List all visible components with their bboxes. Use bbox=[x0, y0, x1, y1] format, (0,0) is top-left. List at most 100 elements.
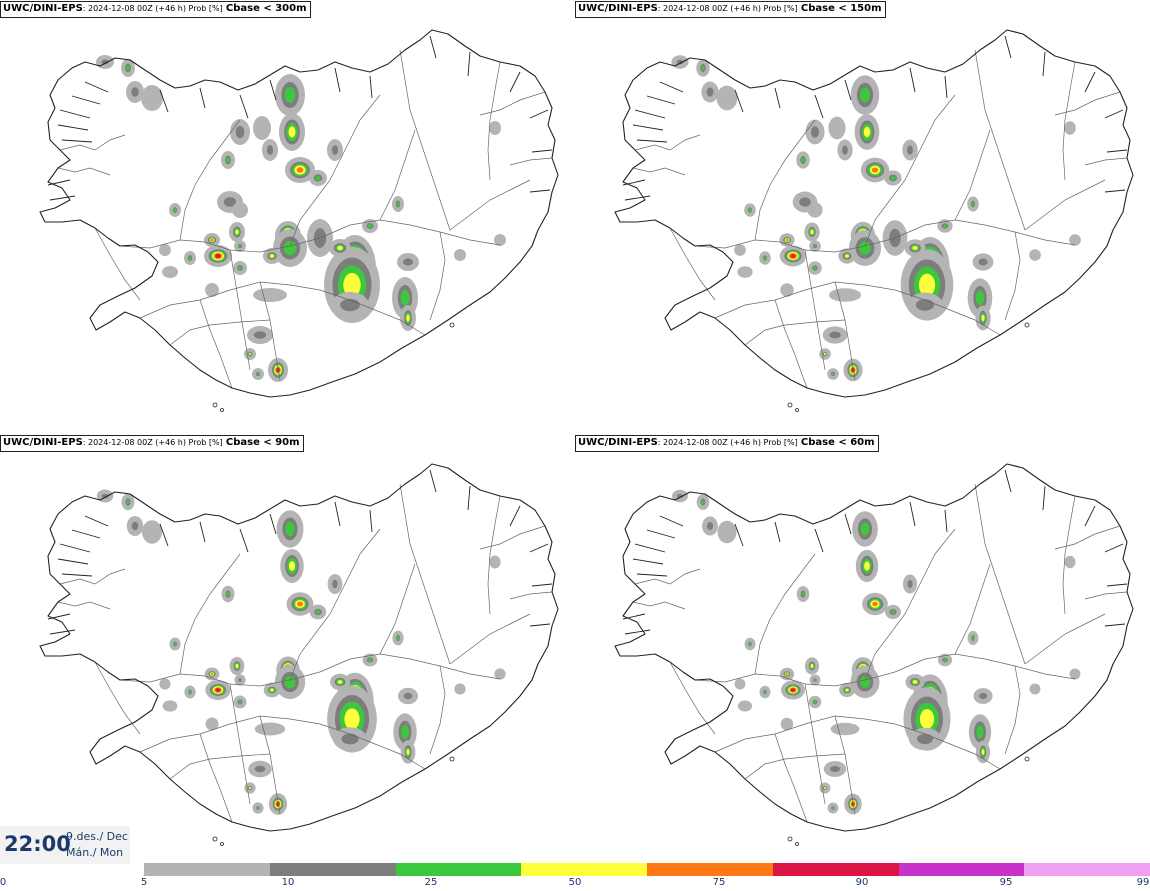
fjord-line bbox=[909, 501, 916, 527]
fjord-line bbox=[622, 179, 646, 186]
probability-contour bbox=[907, 145, 913, 155]
probability-contour bbox=[494, 668, 506, 680]
island bbox=[795, 842, 799, 846]
probability-contour bbox=[976, 725, 984, 739]
colorbar-tick-label: 99 bbox=[1136, 877, 1150, 888]
probability-contour bbox=[824, 353, 826, 355]
fjords bbox=[622, 469, 1128, 635]
fjord-line bbox=[159, 523, 169, 547]
probability-contour bbox=[981, 314, 985, 322]
boundary-line bbox=[399, 483, 451, 665]
boundary-line bbox=[449, 613, 531, 665]
boundary-line bbox=[1054, 91, 1121, 116]
probability-contour bbox=[248, 352, 252, 356]
island bbox=[212, 836, 218, 842]
panel-title: UWC/DINI-EPS: 2024-12-08 00Z (+46 h) Pro… bbox=[0, 1, 311, 18]
fjord-line bbox=[636, 139, 668, 143]
coastline bbox=[614, 463, 1134, 832]
probability-contour bbox=[845, 254, 849, 258]
probability-contour bbox=[341, 733, 359, 745]
probability-contour bbox=[406, 748, 410, 756]
probability-contour bbox=[737, 700, 753, 712]
boundary-line bbox=[449, 179, 531, 231]
boundary-line bbox=[229, 683, 251, 805]
probability-contour bbox=[799, 197, 811, 207]
probability-contour bbox=[978, 692, 988, 700]
boundary-line bbox=[714, 715, 926, 753]
probability-contour bbox=[315, 610, 321, 614]
probability-contour bbox=[401, 725, 409, 739]
fjord-line bbox=[84, 515, 109, 527]
boundary-line bbox=[479, 91, 546, 116]
probability-contour bbox=[454, 249, 466, 261]
boundary-line bbox=[169, 753, 271, 780]
probability-contour bbox=[235, 229, 239, 235]
probability-contour bbox=[859, 241, 871, 255]
boundary-line bbox=[1062, 61, 1076, 181]
probability-contour bbox=[828, 116, 846, 140]
boundary-line bbox=[924, 733, 1001, 770]
boundary-line bbox=[774, 299, 808, 389]
probability-contour bbox=[890, 610, 896, 614]
probability-contour bbox=[238, 700, 242, 704]
iceland-map bbox=[614, 29, 1134, 412]
boundary-line bbox=[974, 483, 1026, 665]
probability-contour bbox=[1064, 555, 1076, 569]
boundary-line bbox=[834, 715, 856, 815]
colorbar-tick-label: 5 bbox=[140, 877, 148, 888]
probability-contour bbox=[223, 197, 237, 207]
probability-contour bbox=[284, 675, 296, 689]
probability-contour bbox=[872, 601, 878, 607]
colorbar-segment bbox=[269, 863, 396, 876]
island bbox=[1024, 756, 1030, 762]
boundary-line bbox=[349, 299, 426, 336]
fjord-line bbox=[1104, 109, 1124, 119]
probability-contour bbox=[981, 749, 985, 755]
colorbar-segment bbox=[1024, 863, 1150, 876]
fjords bbox=[622, 35, 1128, 201]
probability-contour bbox=[813, 266, 817, 270]
probability-contour bbox=[396, 636, 400, 640]
fjord-line bbox=[636, 573, 668, 577]
boundary-line bbox=[479, 525, 546, 550]
island bbox=[1024, 322, 1030, 328]
probability-contour bbox=[173, 642, 177, 646]
probability-contour bbox=[296, 167, 304, 173]
probability-contour bbox=[701, 65, 705, 71]
probability-contour bbox=[284, 87, 296, 103]
probability-contour bbox=[790, 254, 796, 258]
probability-areas bbox=[96, 55, 506, 382]
probability-contour bbox=[801, 157, 805, 163]
probability-contour bbox=[142, 520, 162, 544]
boundary-line bbox=[754, 553, 816, 675]
fjord-line bbox=[1042, 51, 1046, 77]
fjords bbox=[47, 35, 553, 201]
probability-contour bbox=[253, 288, 287, 302]
probability-contour bbox=[971, 636, 975, 640]
boundary-line bbox=[429, 231, 446, 321]
probability-contour bbox=[403, 692, 413, 700]
probability-contour bbox=[400, 290, 410, 306]
probability-contour bbox=[188, 256, 192, 260]
probability-contour bbox=[810, 229, 814, 235]
boundary-line bbox=[894, 653, 1076, 680]
probability-contour bbox=[763, 256, 767, 260]
fjord-line bbox=[429, 35, 437, 59]
fjord-line bbox=[529, 189, 551, 193]
probability-contour bbox=[344, 708, 360, 730]
probability-contour bbox=[810, 126, 820, 138]
boundary-line bbox=[94, 661, 141, 735]
probability-contour bbox=[403, 258, 413, 266]
probability-contour bbox=[367, 224, 373, 228]
probability-contour bbox=[785, 673, 789, 675]
fjord-line bbox=[59, 109, 91, 119]
colorbar-segment bbox=[647, 863, 773, 876]
probability-contour bbox=[238, 678, 242, 682]
boundary-line bbox=[1004, 665, 1021, 755]
fjord-line bbox=[509, 71, 521, 93]
fjord-line bbox=[529, 109, 549, 119]
boundary-line bbox=[429, 665, 446, 755]
probability-contour bbox=[701, 499, 705, 505]
probability-contour bbox=[807, 202, 823, 218]
boundary-line bbox=[199, 299, 233, 389]
